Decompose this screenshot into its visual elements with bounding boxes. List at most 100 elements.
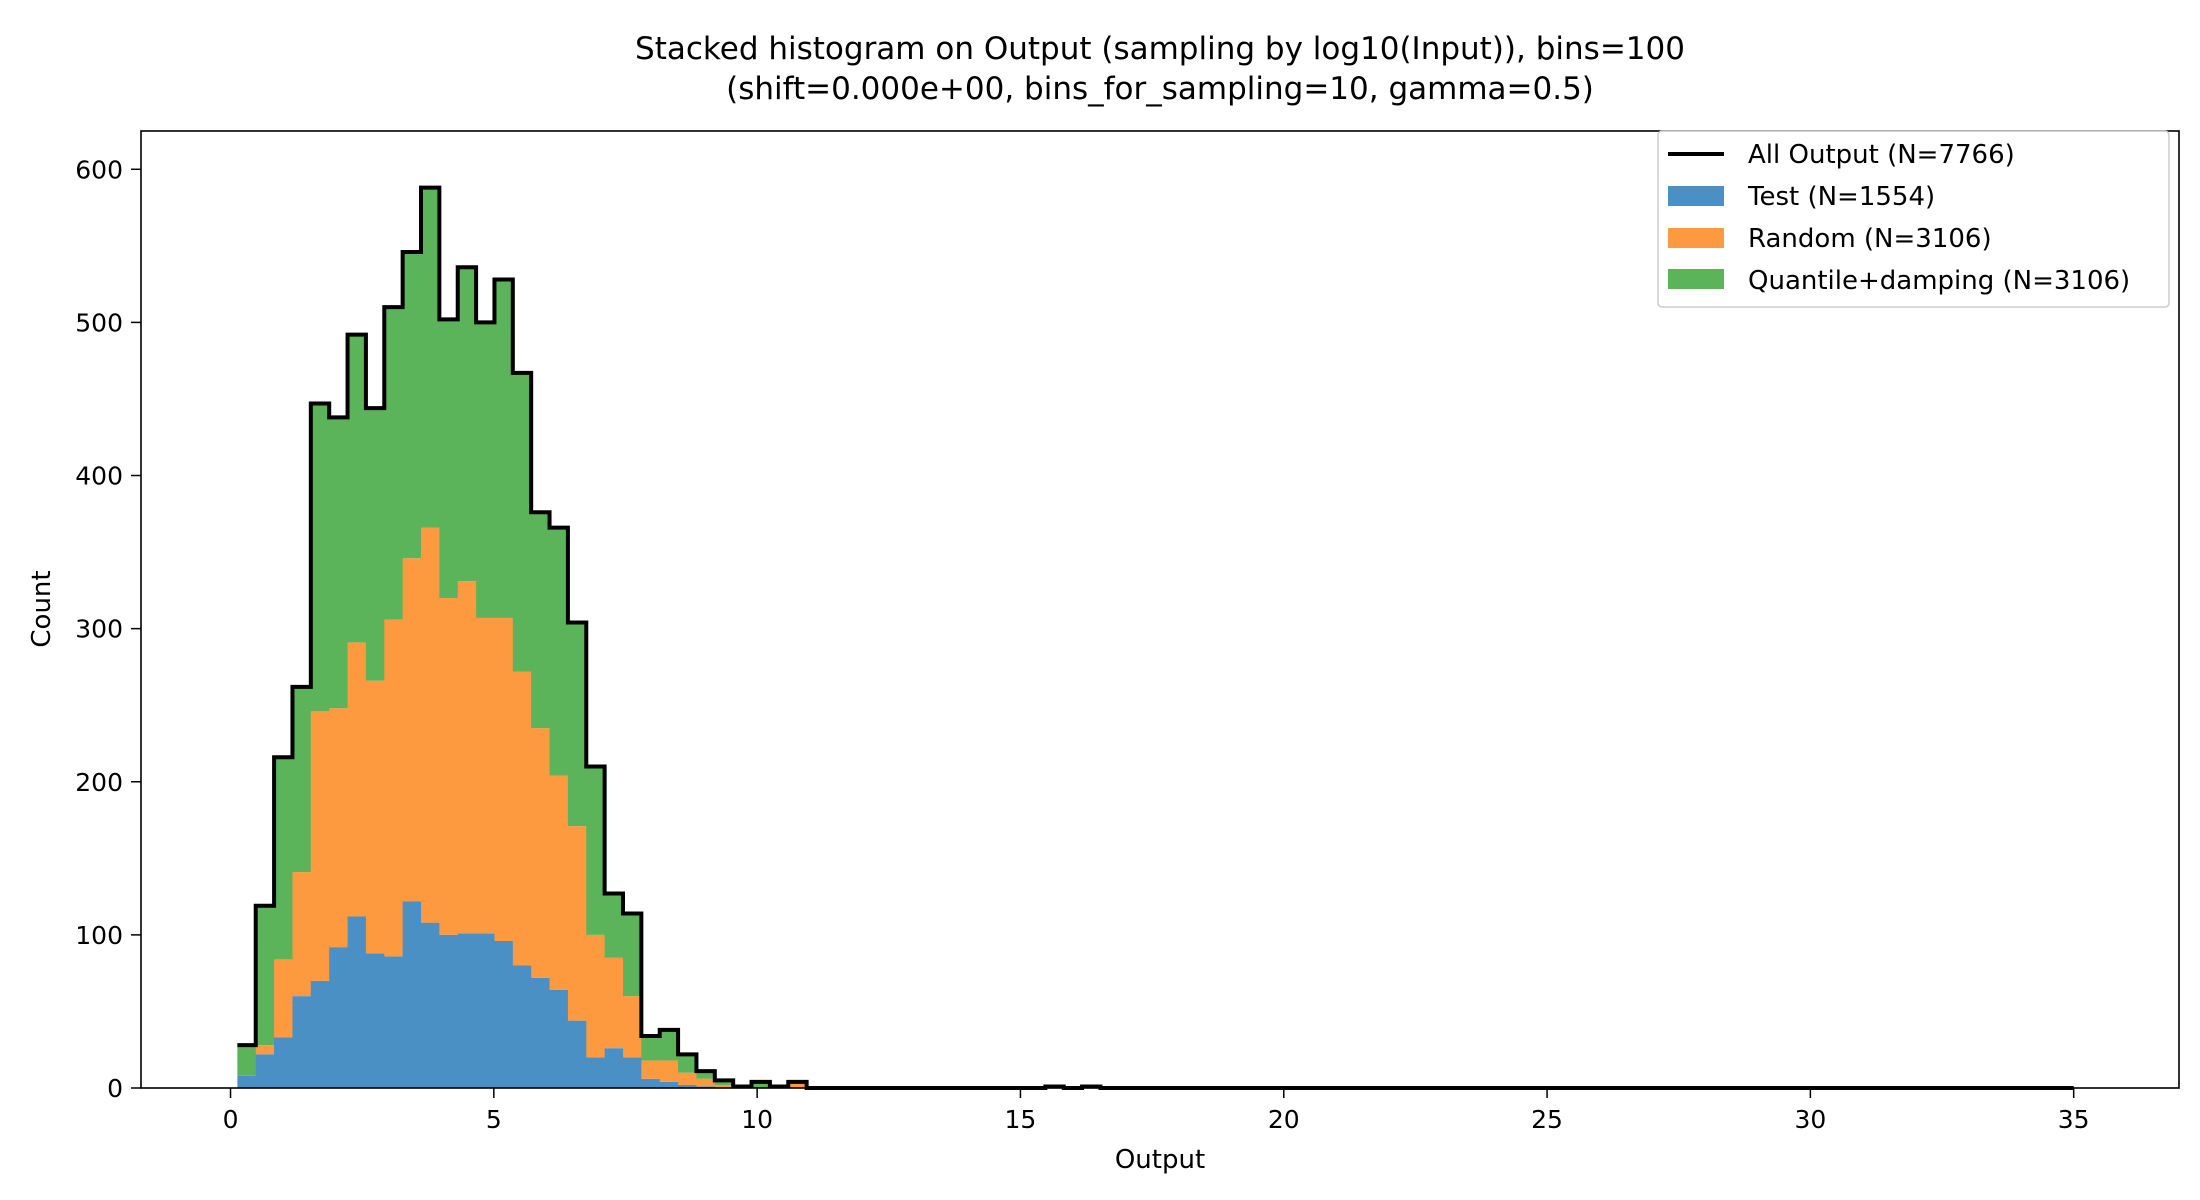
bar-segment-test-bin-24 bbox=[678, 1084, 698, 1088]
legend-swatch-test bbox=[1668, 186, 1724, 206]
legend-frame bbox=[1657, 130, 2170, 308]
bar-segment-random-bin-12 bbox=[457, 581, 477, 934]
bar-segment-test-bin-21 bbox=[622, 1057, 642, 1088]
bar-segment-quantile-bin-2 bbox=[274, 757, 294, 960]
bar-segment-test-bin-2 bbox=[274, 1037, 294, 1088]
y-tick-label-0: 0 bbox=[107, 1074, 123, 1103]
bar-segment-test-bin-17 bbox=[549, 990, 569, 1088]
y-tick-label-300: 300 bbox=[75, 615, 123, 644]
bar-segment-quantile-bin-19 bbox=[586, 766, 606, 935]
legend-label-random: Random (N=3106) bbox=[1748, 224, 1992, 254]
bar-segment-test-bin-11 bbox=[439, 934, 459, 1088]
x-tick-label-15: 15 bbox=[1005, 1105, 1037, 1134]
y-tick-label-500: 500 bbox=[75, 308, 123, 337]
bar-segment-random-bin-20 bbox=[604, 957, 624, 1049]
bar-segment-random-bin-18 bbox=[567, 826, 587, 1021]
bar-segment-quantile-bin-5 bbox=[329, 417, 349, 709]
bar-segment-random-bin-4 bbox=[310, 711, 330, 981]
bar-segment-test-bin-0 bbox=[237, 1075, 257, 1088]
bar-segment-random-bin-21 bbox=[622, 996, 642, 1058]
bar-segment-test-bin-12 bbox=[457, 933, 477, 1088]
bar-segment-quantile-bin-18 bbox=[567, 622, 587, 827]
chart-title-line-2: (shift=0.000e+00, bins_for_sampling=10, … bbox=[726, 71, 1594, 107]
legend: All Output (N=7766) Test (N=1554) Random… bbox=[1657, 130, 2170, 308]
x-tick-label-35: 35 bbox=[2058, 1105, 2090, 1134]
bar-segment-random-bin-8 bbox=[384, 619, 404, 957]
bar-segment-random-bin-17 bbox=[549, 775, 569, 991]
y-axis-label: Count bbox=[27, 570, 57, 647]
bar-segment-quantile-bin-10 bbox=[421, 187, 440, 528]
legend-swatch-quantile-damping bbox=[1668, 269, 1724, 289]
bar-segment-quantile-bin-4 bbox=[310, 403, 330, 712]
bar-segment-test-bin-22 bbox=[641, 1078, 661, 1088]
bar-segment-random-bin-5 bbox=[329, 708, 349, 948]
bar-segment-quantile-bin-8 bbox=[384, 307, 404, 620]
bar-segment-random-bin-14 bbox=[494, 617, 514, 942]
bar-segment-quantile-bin-6 bbox=[347, 334, 367, 643]
bar-segment-test-bin-5 bbox=[329, 947, 349, 1088]
bar-segment-random-bin-30 bbox=[788, 1083, 808, 1088]
x-tick-label-25: 25 bbox=[1531, 1105, 1563, 1134]
bar-segment-quantile-bin-26 bbox=[714, 1080, 734, 1085]
bar-segment-random-bin-15 bbox=[512, 671, 532, 966]
axes-frame bbox=[140, 130, 2180, 1089]
bar-segment-random-bin-26 bbox=[714, 1084, 734, 1088]
bar-segment-test-bin-15 bbox=[512, 965, 532, 1088]
bar-segment-quantile-bin-25 bbox=[696, 1071, 716, 1079]
bar-segment-test-bin-13 bbox=[476, 933, 496, 1088]
legend-label-quantile-damping: Quantile+damping (N=3106) bbox=[1748, 266, 2130, 296]
bar-segment-test-bin-16 bbox=[531, 977, 551, 1088]
bar-segment-random-bin-13 bbox=[476, 617, 496, 934]
bar-segment-quantile-bin-23 bbox=[659, 1029, 679, 1061]
bar-segment-test-bin-23 bbox=[659, 1081, 679, 1088]
y-tick-label-600: 600 bbox=[75, 155, 123, 184]
bar-segment-random-bin-1 bbox=[255, 1045, 275, 1055]
x-tick-label-10: 10 bbox=[741, 1105, 773, 1134]
bar-segment-random-bin-10 bbox=[421, 527, 440, 923]
bar-segment-quantile-bin-17 bbox=[549, 527, 569, 776]
bar-segment-test-bin-10 bbox=[421, 922, 440, 1088]
y-tick-label-100: 100 bbox=[75, 921, 123, 950]
bar-segment-random-bin-19 bbox=[586, 934, 606, 1058]
bar-segment-test-bin-4 bbox=[310, 980, 330, 1088]
bar-segment-random-bin-3 bbox=[292, 872, 312, 997]
bar-segment-test-bin-9 bbox=[402, 901, 422, 1088]
bar-segment-quantile-bin-22 bbox=[641, 1035, 661, 1061]
bar-segment-quantile-bin-16 bbox=[531, 512, 551, 729]
x-tick-label-5: 5 bbox=[486, 1105, 502, 1134]
bar-segment-quantile-bin-24 bbox=[678, 1054, 698, 1073]
bar-segment-random-bin-9 bbox=[402, 558, 422, 902]
y-tick-label-200: 200 bbox=[75, 768, 123, 797]
bar-segment-quantile-bin-13 bbox=[476, 322, 496, 618]
x-axis: 0 5 10 15 20 25 30 35 bbox=[223, 1088, 2090, 1134]
legend-swatch-random bbox=[1668, 228, 1724, 248]
legend-label-all-output: All Output (N=7766) bbox=[1748, 140, 2015, 170]
bar-segment-test-bin-7 bbox=[365, 953, 385, 1088]
bar-segment-quantile-bin-1 bbox=[255, 905, 275, 1046]
bar-segment-random-bin-7 bbox=[365, 680, 385, 954]
x-axis-label: Output bbox=[1115, 1145, 1205, 1175]
bar-segment-test-bin-6 bbox=[347, 916, 367, 1088]
bar-segment-test-bin-3 bbox=[292, 996, 312, 1088]
bar-segment-random-bin-25 bbox=[696, 1078, 716, 1087]
bar-segment-quantile-bin-21 bbox=[622, 913, 642, 997]
bar-segment-quantile-bin-7 bbox=[365, 408, 385, 681]
y-tick-label-400: 400 bbox=[75, 462, 123, 491]
bar-segment-test-bin-1 bbox=[255, 1054, 275, 1088]
bar-segment-test-bin-8 bbox=[384, 956, 404, 1088]
x-tick-label-20: 20 bbox=[1268, 1105, 1300, 1134]
bar-segment-random-bin-24 bbox=[678, 1072, 698, 1085]
bar-segment-random-bin-23 bbox=[659, 1060, 679, 1082]
bar-segment-random-bin-22 bbox=[641, 1060, 661, 1079]
bar-segment-quantile-bin-12 bbox=[457, 267, 477, 582]
bar-segment-random-bin-2 bbox=[274, 959, 294, 1038]
bar-segment-random-bin-6 bbox=[347, 642, 367, 917]
bar-segment-quantile-bin-11 bbox=[439, 319, 459, 599]
x-tick-label-30: 30 bbox=[1794, 1105, 1826, 1134]
plot-area bbox=[237, 185, 2074, 1090]
bar-segment-quantile-bin-14 bbox=[494, 279, 514, 618]
bar-segment-quantile-bin-28 bbox=[751, 1081, 771, 1088]
bar-segment-test-bin-20 bbox=[604, 1048, 624, 1088]
